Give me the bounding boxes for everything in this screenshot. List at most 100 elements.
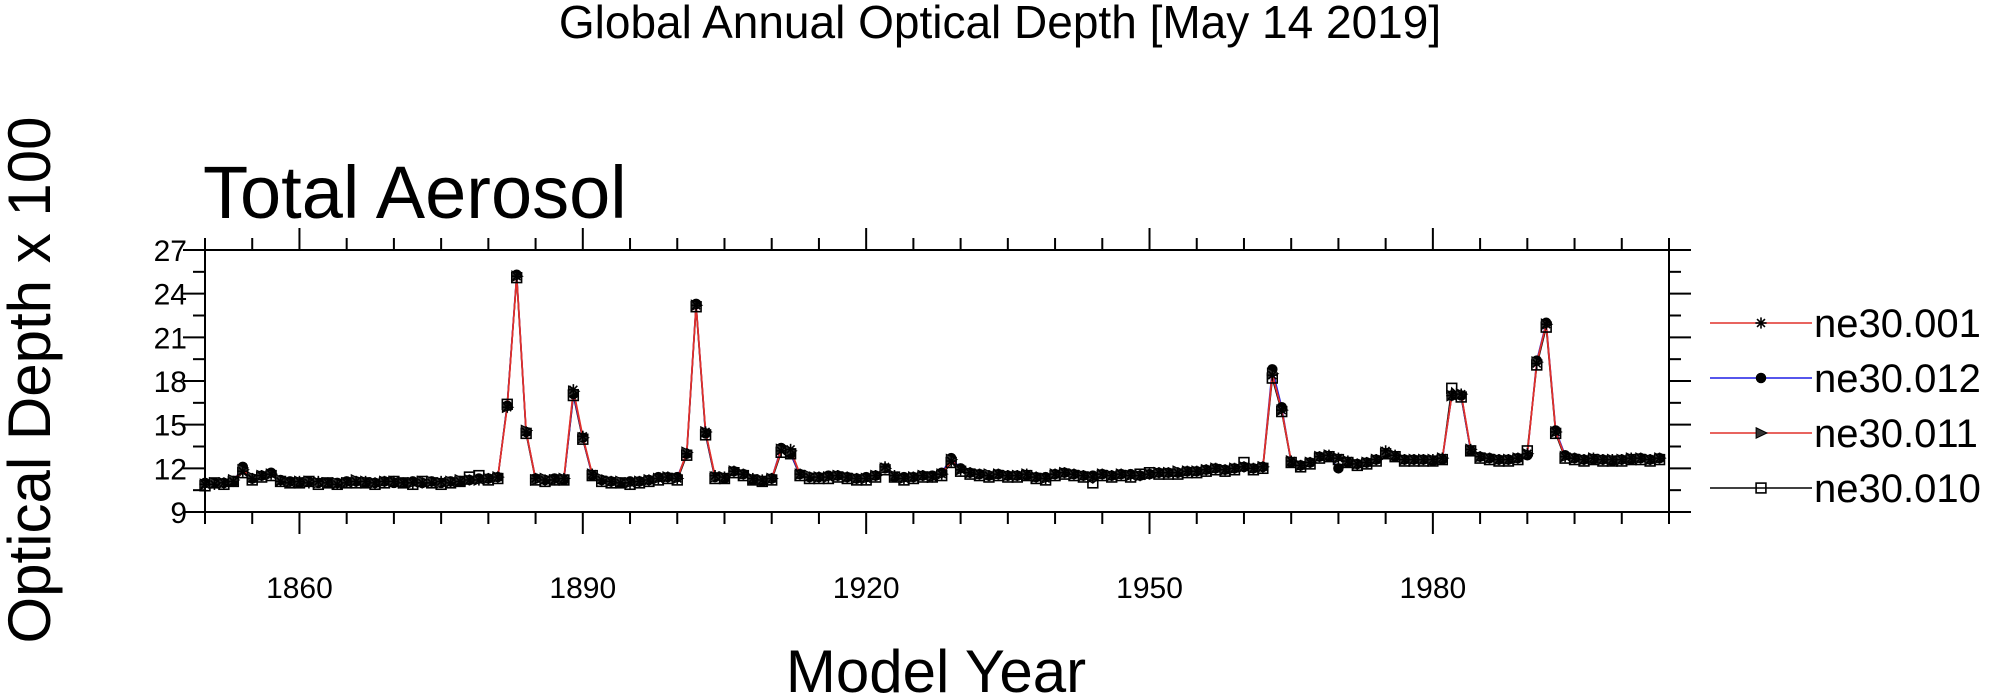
data-point — [1493, 454, 1505, 466]
data-point — [633, 475, 646, 488]
asterisk-stroke — [1126, 471, 1136, 481]
data-point — [586, 468, 598, 480]
y-tick-label: 15 — [154, 410, 187, 443]
data-point — [1446, 389, 1458, 402]
data-point — [388, 475, 400, 488]
data-point — [1021, 468, 1033, 480]
asterisk-stroke — [1475, 452, 1485, 462]
asterisk-stroke — [398, 478, 408, 488]
data-point — [1427, 454, 1439, 466]
data-point — [256, 470, 268, 482]
data-point — [303, 477, 315, 489]
data-point — [444, 477, 457, 489]
data-point — [879, 461, 891, 473]
legend-marker — [1755, 317, 1767, 329]
asterisk-stroke — [1258, 462, 1268, 472]
chart-main-title: Global Annual Optical Depth [May 14 2019… — [559, 0, 1441, 48]
asterisk-stroke — [247, 473, 257, 484]
data-point — [652, 472, 664, 485]
data-point — [454, 475, 466, 488]
data-point — [416, 477, 428, 489]
data-point — [662, 471, 674, 483]
asterisk-stroke — [257, 471, 267, 481]
data-point — [1153, 467, 1165, 479]
asterisk-stroke — [701, 427, 711, 437]
data-point — [1011, 470, 1023, 482]
data-point — [1266, 369, 1278, 381]
asterisk-stroke — [427, 478, 437, 488]
asterisk-stroke — [379, 476, 389, 486]
data-point — [888, 470, 901, 482]
x-axis-ticks: 1860 1890 1920 1950 1980 — [204, 228, 1670, 605]
asterisk-stroke — [1296, 460, 1306, 470]
data-point — [643, 474, 655, 486]
asterisk-stroke — [209, 479, 219, 489]
asterisk-stroke — [455, 476, 465, 486]
data-point — [803, 471, 816, 483]
asterisk-stroke — [549, 475, 559, 485]
asterisk-stroke — [238, 466, 248, 476]
asterisk-stroke — [729, 466, 739, 476]
asterisk-stroke — [502, 402, 512, 412]
data-point — [766, 472, 778, 485]
asterisk-stroke — [276, 476, 286, 486]
asterisk-stroke — [719, 472, 730, 482]
series-layer — [199, 269, 1667, 492]
asterisk-stroke — [304, 478, 314, 488]
chart-panel-title: Total Aerosol — [203, 151, 627, 234]
data-point — [945, 455, 957, 467]
data-point — [1502, 454, 1515, 466]
legend-marker — [1755, 426, 1769, 440]
data-point — [1512, 452, 1524, 464]
asterisk-stroke — [1447, 391, 1457, 401]
asterisk-stroke — [1428, 455, 1438, 465]
asterisk-stroke — [389, 476, 399, 486]
asterisk-stroke — [1513, 453, 1523, 463]
asterisk-stroke — [710, 471, 720, 481]
data-point — [614, 477, 627, 489]
asterisk-stroke — [748, 473, 758, 484]
data-point — [435, 475, 447, 488]
asterisk-stroke — [1466, 444, 1476, 454]
series-markers-ne30.001 — [199, 270, 1666, 490]
asterisk-stroke — [1239, 462, 1249, 472]
asterisk-stroke — [1022, 469, 1032, 479]
data-point — [1125, 470, 1137, 482]
asterisk-stroke — [228, 476, 238, 486]
data-point — [1219, 464, 1231, 476]
asterisk-stroke — [370, 478, 380, 488]
data-point — [775, 445, 787, 457]
asterisk-stroke — [1617, 455, 1627, 465]
data-point — [1257, 461, 1269, 473]
data-point — [1191, 465, 1203, 477]
series-line-ne30.001 — [205, 276, 1660, 486]
legend-item-ne30.011: ne30.011 — [1710, 412, 1978, 456]
legend-marker — [1755, 482, 1767, 494]
data-point — [690, 299, 702, 311]
data-point — [1465, 443, 1477, 456]
data-point — [492, 471, 504, 483]
data-point — [822, 471, 834, 483]
asterisk-stroke — [889, 471, 900, 481]
asterisk-stroke — [1248, 463, 1258, 473]
asterisk-stroke — [1371, 455, 1381, 465]
data-point — [1304, 456, 1316, 469]
y-tick-label: 24 — [154, 279, 187, 312]
data-point — [463, 474, 476, 486]
asterisk-stroke — [956, 465, 966, 475]
asterisk-stroke — [1560, 452, 1570, 462]
legend-item-ne30.001: ne30.001 — [1710, 302, 1981, 346]
asterisk-stroke — [1551, 427, 1561, 437]
asterisk-stroke — [1305, 457, 1315, 468]
asterisk-stroke — [540, 475, 550, 485]
data-point — [1115, 468, 1127, 480]
y-tick-label: 21 — [154, 322, 187, 355]
data-point — [596, 474, 608, 486]
data-point — [482, 472, 494, 485]
asterisk-stroke — [918, 471, 928, 481]
asterisk-stroke — [653, 473, 663, 484]
data-point — [1351, 458, 1363, 470]
y-axis-ticks: 9 12 15 18 21 24 27 — [154, 235, 1691, 530]
asterisk-stroke — [1390, 450, 1400, 460]
data-point — [1380, 445, 1392, 457]
